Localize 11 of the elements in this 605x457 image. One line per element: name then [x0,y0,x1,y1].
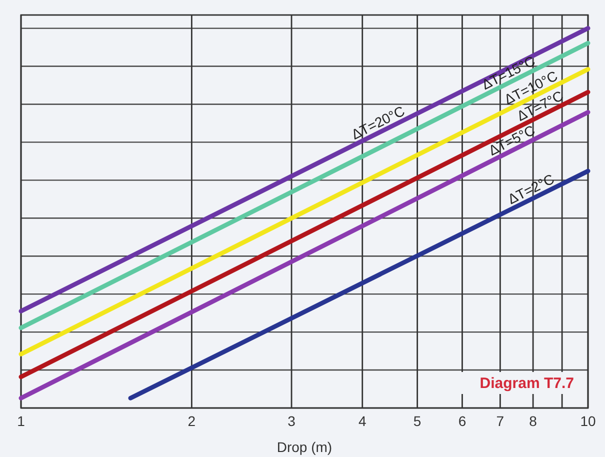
x-tick-label: 2 [188,413,196,429]
x-tick-label: 5 [413,413,422,429]
x-tick-label: 1 [17,413,26,429]
x-tick-label: 7 [496,413,504,429]
x-tick-label: 8 [529,413,538,429]
x-tick-label: 4 [358,413,366,429]
x-tick-label: 10 [580,413,596,429]
annotation: Diagram T7.7 [480,375,574,392]
x-tick-label: 3 [288,413,296,429]
x-tick-label: 6 [458,413,466,429]
x-axis-title: Drop (m) [276,439,332,455]
